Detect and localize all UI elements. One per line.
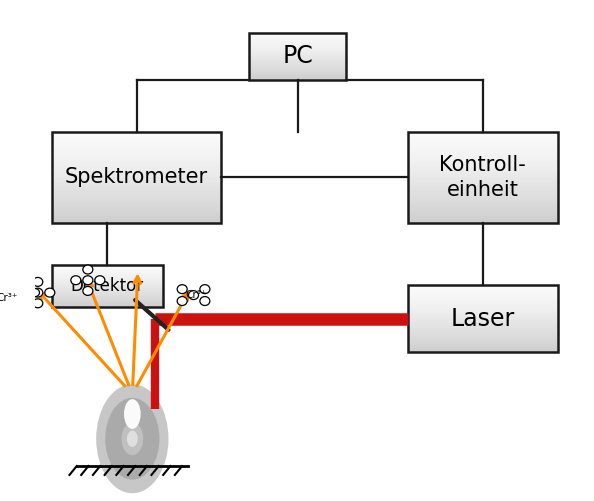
Circle shape	[83, 276, 93, 285]
Circle shape	[71, 276, 81, 285]
Ellipse shape	[124, 399, 141, 429]
Circle shape	[83, 287, 93, 296]
Bar	[52, 266, 163, 308]
Ellipse shape	[127, 430, 138, 447]
Circle shape	[95, 276, 105, 285]
Circle shape	[16, 304, 25, 312]
Bar	[407, 285, 558, 352]
Circle shape	[45, 288, 55, 297]
Circle shape	[200, 285, 210, 294]
Text: Detektor: Detektor	[71, 278, 144, 296]
Bar	[407, 132, 558, 223]
Circle shape	[19, 289, 29, 297]
Circle shape	[33, 278, 43, 287]
Ellipse shape	[105, 398, 159, 479]
Circle shape	[5, 299, 15, 307]
Circle shape	[21, 288, 31, 297]
Ellipse shape	[96, 384, 169, 493]
Bar	[52, 132, 222, 223]
Text: Kontroll-
einheit: Kontroll- einheit	[440, 155, 526, 200]
Circle shape	[33, 288, 43, 297]
Circle shape	[8, 289, 17, 297]
Circle shape	[188, 291, 198, 300]
Circle shape	[177, 285, 187, 294]
Circle shape	[83, 265, 93, 274]
Circle shape	[19, 279, 29, 287]
Text: Spektrometer: Spektrometer	[65, 167, 208, 187]
Ellipse shape	[122, 422, 143, 455]
Circle shape	[0, 293, 4, 301]
Text: Laser: Laser	[451, 307, 515, 331]
Circle shape	[0, 304, 4, 312]
Text: Cr³⁺: Cr³⁺	[0, 293, 17, 303]
Circle shape	[200, 297, 210, 306]
Text: PC: PC	[282, 44, 313, 68]
Bar	[249, 33, 346, 80]
Circle shape	[33, 299, 43, 308]
Text: Cr³⁺: Cr³⁺	[185, 290, 207, 300]
Circle shape	[177, 297, 187, 306]
Circle shape	[16, 293, 25, 301]
Circle shape	[30, 289, 39, 297]
Circle shape	[19, 298, 29, 307]
Ellipse shape	[114, 411, 150, 466]
